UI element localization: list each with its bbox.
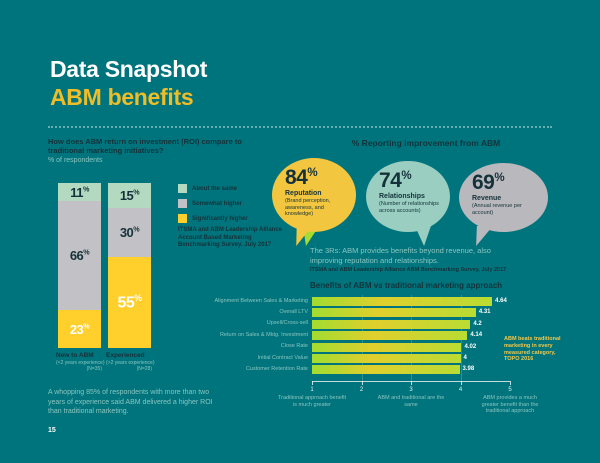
- category-detail: (>2 years experience): [106, 360, 155, 366]
- bar-value-label: 4: [463, 355, 467, 361]
- legend-swatch: [178, 214, 187, 223]
- roi-question: How does ABM return on investment (ROI) …: [48, 137, 242, 155]
- stack-segment-value: 11%: [70, 184, 89, 200]
- bubble-value: 69%: [472, 171, 505, 194]
- improvement-source-citation: ITSMA and ABM Leadership Alliance ABM Be…: [310, 267, 507, 273]
- bubble-sublabel: (Brand perception, awareness, and knowle…: [285, 198, 331, 217]
- bubble-sublabel: (Annual revenue per account): [472, 203, 522, 216]
- stack-segment: 23%: [58, 310, 101, 348]
- x-axis-caption: ABM provides a much greater benefit than…: [481, 395, 539, 414]
- bar-value-label: 4.64: [495, 298, 507, 304]
- bubble-label: Reputation: [285, 190, 322, 197]
- bar-category-label: Return on Sales & Mktg. Investment: [219, 331, 308, 338]
- bubble-value: 74%: [379, 169, 412, 192]
- x-axis-tick-label: 3: [409, 387, 413, 393]
- stack-category-label: Experienced (>2 years experience) (N=28): [106, 352, 158, 372]
- speech-bubble: 69% Revenue (Annual revenue per account): [459, 163, 548, 232]
- roi-subtitle: % of respondents: [48, 157, 103, 164]
- bar-value-label: 4.14: [470, 332, 483, 339]
- legend-swatch: [178, 184, 187, 193]
- dotted-divider: [48, 126, 552, 128]
- stack-segment-value: 23%: [69, 321, 90, 337]
- legend-label: Somewhat higher: [192, 200, 243, 207]
- stack-category-label: New to ABM (<2 years experience) (N=35): [56, 352, 108, 372]
- bar: [312, 342, 462, 352]
- x-axis-tick-label: 2: [359, 387, 364, 393]
- bubble-content: 74% Relationships (Number of relationships…: [379, 170, 443, 214]
- stack-segment: 11%: [58, 183, 101, 202]
- x-axis-tick-label: 1: [310, 387, 314, 393]
- legend-swatch: [178, 199, 187, 208]
- stack-segment-value: 30%: [119, 225, 140, 240]
- legend-label: About the same: [192, 185, 238, 192]
- bubble-content: 84% Reputation (Brand perception, awarenes…: [285, 167, 349, 218]
- bar: [312, 331, 468, 341]
- x-axis-tick: [460, 381, 462, 385]
- roi-source-citation: ITSMA and ABM Leadership Alliance Accoun…: [178, 227, 283, 248]
- bar: [312, 365, 460, 375]
- speech-bubble: 84% Reputation (Brand perception, awarenes…: [272, 158, 356, 232]
- stack-segment-value: 55%: [117, 292, 142, 312]
- stack-segment: 55%: [108, 257, 151, 348]
- bubble-label: Revenue: [472, 195, 502, 202]
- bar: [312, 354, 461, 363]
- page-number: 15: [48, 427, 56, 434]
- bar: [312, 297, 493, 306]
- stack-segment-value: 15%: [119, 187, 140, 203]
- x-axis-caption: Traditional approach benefit is much gre…: [278, 395, 346, 408]
- x-axis-tick: [361, 381, 363, 385]
- footer-note: A whopping 85% of respondents with more …: [48, 389, 213, 415]
- bar-value-label: 4.02: [464, 343, 477, 350]
- bar-value-label: 3.98: [462, 366, 475, 373]
- legend-item: Somewhat higher: [178, 199, 242, 208]
- legend-item: Significantly higher: [178, 214, 248, 223]
- improvement-heading: % Reporting improvement from ABM: [351, 138, 501, 148]
- bar: [312, 308, 476, 318]
- category-n: (N=28): [136, 366, 152, 372]
- bubble-sublabel: (Number of relationships across accounts…: [379, 201, 439, 214]
- bar-value-label: 4.31: [478, 309, 491, 316]
- x-axis-tick: [510, 381, 511, 385]
- x-axis-tick: [411, 381, 412, 385]
- bubble-value: 84%: [285, 166, 318, 189]
- page-title: Data Snapshot: [50, 56, 208, 82]
- x-axis-tick: [312, 381, 313, 385]
- bar-category-label: Customer Retention Rate: [245, 365, 308, 372]
- benefits-annotation: ABM beats traditional marketing in every…: [504, 336, 561, 363]
- bar-category-label: Alignment Between Sales & Marketing: [214, 297, 308, 304]
- category-n: (N=35): [86, 366, 102, 372]
- category-detail: (<2 years experience): [56, 360, 105, 366]
- stack-segment: 30%: [108, 207, 151, 258]
- x-axis-tick-label: 4: [458, 387, 463, 393]
- bar-category-label: Close Rate: [280, 343, 308, 350]
- benefits-chart-title: Benefits of ABM vs traditional marketing…: [310, 281, 503, 290]
- stack-segment: 15%: [108, 183, 151, 208]
- stack-segment: 66%: [58, 201, 101, 311]
- category-name: New to ABM: [56, 352, 94, 359]
- x-axis-tick-label: 5: [508, 387, 512, 393]
- bar-category-label: Overall LTV: [279, 308, 308, 315]
- bubble-label: Relationships: [379, 193, 425, 200]
- improvement-note: The 3Rs: ABM provides benefits beyond re…: [310, 246, 491, 265]
- stack-segment-value: 66%: [69, 248, 90, 264]
- bar-category-label: Upsell/Cross-sell: [266, 320, 308, 327]
- speech-bubble: 74% Relationships (Number of relationships…: [366, 161, 450, 232]
- bar: [312, 319, 471, 329]
- page-subtitle: ABM benefits: [50, 84, 194, 110]
- bar-value-label: 4.2: [473, 320, 482, 327]
- bar-category-label: Initial Contract Value: [257, 354, 308, 361]
- legend-item: About the same: [178, 184, 237, 193]
- bubble-content: 69% Revenue (Annual revenue per account): [472, 172, 541, 216]
- category-name: Experienced: [106, 352, 145, 359]
- legend-label: Significantly higher: [192, 215, 248, 222]
- x-axis-caption: ABM and traditional are the same: [377, 395, 445, 408]
